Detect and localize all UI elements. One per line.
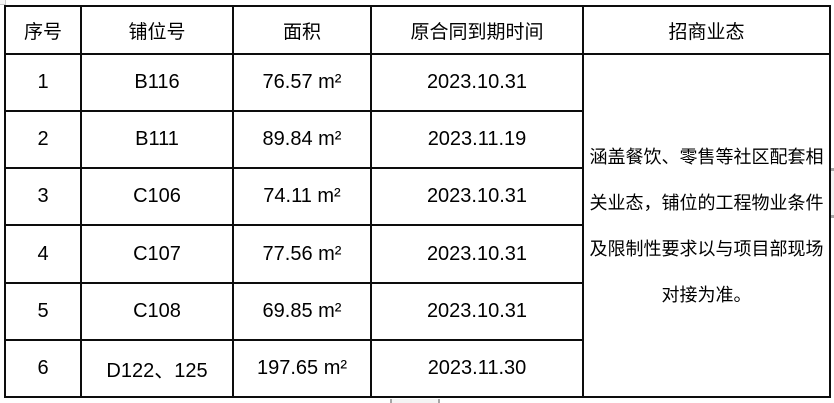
cell-area: 69.85 m² — [232, 281, 372, 341]
table-row: 3 C106 74.11 m² 2023.10.31 — [4, 167, 830, 227]
table-row: 2 B111 89.84 m² 2023.11.19 — [4, 110, 830, 170]
cell-index: 5 — [4, 281, 82, 341]
cell-index: 1 — [4, 52, 82, 113]
cell-shop: B116 — [80, 52, 234, 113]
scrollbar-cap-right — [438, 399, 440, 403]
cell-area: 74.11 m² — [232, 167, 372, 227]
header-row: 序号 铺位号 面积 原合同到期时间 招商业态 — [4, 5, 831, 55]
cell-area: 89.84 m² — [232, 110, 372, 170]
cell-index: 2 — [4, 110, 82, 170]
cell-shop: C108 — [80, 281, 234, 341]
header-expiry: 原合同到期时间 — [370, 5, 584, 55]
shops-table: 序号 铺位号 面积 原合同到期时间 招商业态 1 B116 76.57 m² 2… — [4, 5, 831, 399]
table-row: 6 D122、125 197.65 m² 2023.11.30 — [4, 338, 830, 399]
cell-expiry: 2023.10.31 — [370, 224, 584, 284]
scrollbar-cap-bottom — [831, 215, 834, 218]
table-row: 5 C108 69.85 m² 2023.10.31 — [4, 281, 830, 341]
cell-shop: C107 — [80, 224, 234, 284]
cell-area: 197.65 m² — [232, 338, 372, 399]
corner-artifact — [0, 0, 6, 5]
cell-business-note: 涵盖餐饮、零售等社区配套相关业态，铺位的工程物业条件及限制性要求以与项目部现场对… — [582, 53, 831, 398]
cell-shop: B111 — [80, 110, 234, 170]
header-shop: 铺位号 — [80, 5, 234, 55]
table-row: 1 B116 76.57 m² 2023.10.31 涵盖餐饮、零售等社区配套相… — [4, 52, 831, 398]
cell-expiry: 2023.10.31 — [370, 281, 584, 341]
header-index: 序号 — [4, 5, 82, 55]
cell-shop: C106 — [80, 167, 234, 227]
vertical-scrollbar-thumb[interactable] — [831, 168, 834, 218]
horizontal-scrollbar-thumb[interactable] — [390, 399, 440, 403]
cell-area: 77.56 m² — [232, 224, 372, 284]
cell-index: 6 — [4, 338, 82, 399]
table-row: 4 C107 77.56 m² 2023.10.31 — [4, 224, 830, 284]
cell-expiry: 2023.10.31 — [370, 167, 584, 227]
cell-expiry: 2023.10.31 — [370, 52, 584, 113]
cell-shop: D122、125 — [80, 338, 234, 399]
cell-area: 76.57 m² — [232, 52, 372, 113]
scrollbar-cap-top — [831, 168, 834, 171]
header-business: 招商业态 — [582, 5, 831, 55]
scrollbar-cap-left — [390, 399, 392, 403]
cell-expiry: 2023.11.30 — [370, 338, 584, 399]
cell-expiry: 2023.11.19 — [370, 110, 584, 170]
cell-index: 3 — [4, 167, 82, 227]
cell-index: 4 — [4, 224, 82, 284]
header-area: 面积 — [232, 5, 372, 55]
